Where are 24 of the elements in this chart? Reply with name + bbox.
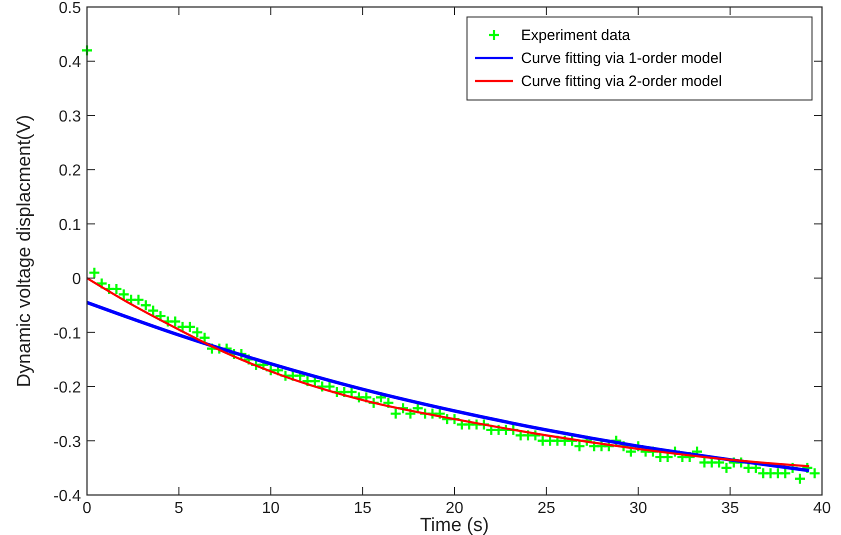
x-tick-label: 0 bbox=[82, 500, 92, 517]
y-tick-label: 0.4 bbox=[58, 54, 82, 72]
y-tick-label: 0.2 bbox=[58, 162, 82, 180]
legend-label: Curve fitting via 2-order model bbox=[521, 73, 722, 90]
y-tick-label: 0.3 bbox=[58, 108, 82, 126]
legend-label: Experiment data bbox=[521, 27, 631, 44]
y-tick-label: -0.3 bbox=[53, 434, 82, 451]
x-tick-label: 15 bbox=[354, 500, 372, 517]
x-tick-label: 35 bbox=[721, 500, 740, 517]
x-tick-label: 30 bbox=[629, 500, 648, 517]
y-tick-label: 0 bbox=[72, 271, 82, 288]
x-tick-label: 5 bbox=[174, 500, 184, 517]
y-tick-label: -0.2 bbox=[53, 380, 82, 397]
y-tick-label: 0.5 bbox=[58, 0, 82, 17]
x-tick-label: 10 bbox=[262, 500, 280, 517]
x-tick-label: 20 bbox=[446, 500, 464, 517]
y-axis-title: Dynamic voltage displacment(V) bbox=[14, 114, 35, 388]
x-tick-label: 40 bbox=[813, 500, 831, 517]
y-tick-label: -0.1 bbox=[53, 325, 82, 342]
y-tick-label: 0.1 bbox=[58, 216, 82, 234]
y-tick-label: -0.4 bbox=[53, 488, 82, 505]
legend-label: Curve fitting via 1-order model bbox=[521, 50, 722, 67]
x-axis-title: Time (s) bbox=[420, 515, 489, 535]
x-tick-label: 25 bbox=[537, 500, 556, 517]
